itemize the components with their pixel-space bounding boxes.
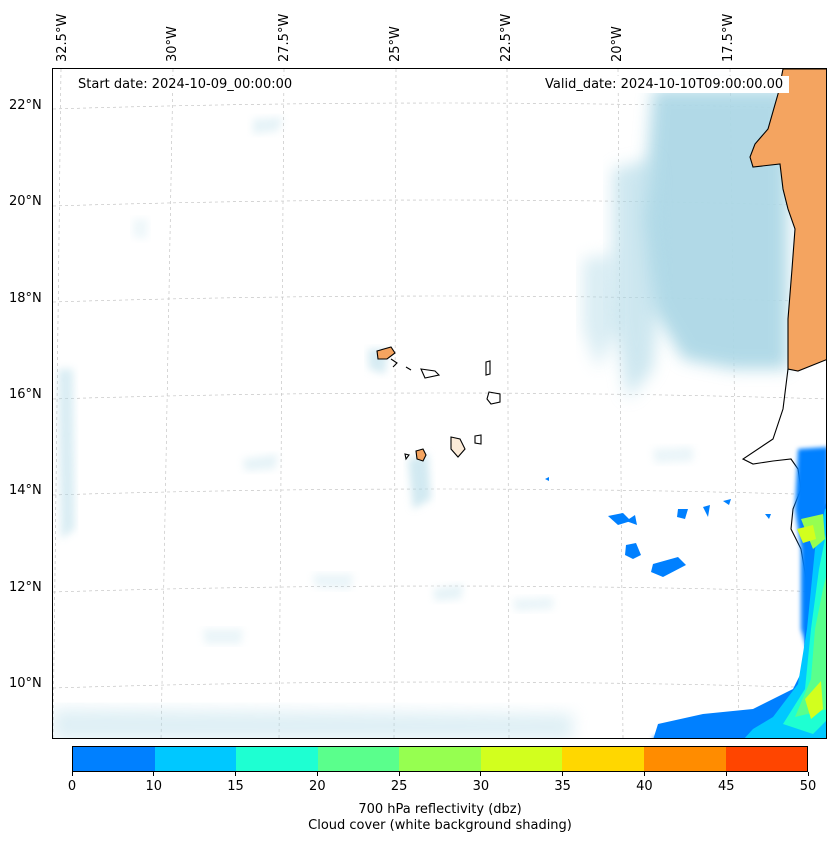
colorbar-tick-label: 45 <box>717 779 735 794</box>
colorbar-segment <box>154 747 237 771</box>
lat-label-14n: 14°N <box>9 483 42 498</box>
colorbar-tick-mark <box>235 772 237 776</box>
lon-label-27-5w: 27.5°W <box>277 13 292 62</box>
colorbar-tick-label: 25 <box>390 779 408 794</box>
colorbar-segment <box>480 747 563 771</box>
colorbar-segment <box>725 747 808 771</box>
lon-label-25w: 25°W <box>388 26 403 62</box>
reflectivity <box>545 447 826 738</box>
colorbar-tick-label: 20 <box>309 779 326 794</box>
gridlines <box>53 69 826 738</box>
african-coast <box>749 69 826 372</box>
colorbar-segment <box>562 747 644 771</box>
start-date-label: Start date: 2024-10-09_00:00:00 <box>72 76 299 93</box>
colorbar-tick-mark <box>562 772 564 776</box>
colorbar-label-cloud-cover: Cloud cover (white background shading) <box>308 818 572 833</box>
map-canvas <box>53 69 826 738</box>
lat-label-10n: 10°N <box>9 676 42 691</box>
colorbar-tick-label: 40 <box>636 779 653 794</box>
colorbar-tick-mark <box>480 772 482 776</box>
lat-label-20n: 20°N <box>9 194 42 209</box>
lon-label-20w: 20°W <box>610 26 625 62</box>
lat-label-18n: 18°N <box>9 291 42 306</box>
colorbar-tick-label: 35 <box>554 779 571 794</box>
cloud-cover <box>53 89 788 738</box>
colorbar-tick-label: 50 <box>799 779 817 794</box>
lon-label-22-5w: 22.5°W <box>499 13 514 62</box>
island-santiago <box>450 436 466 458</box>
colorbar-tick-mark <box>807 772 809 776</box>
land <box>376 69 826 462</box>
map-frame[interactable] <box>52 68 827 739</box>
colorbar-label-reflectivity: 700 hPa reflectivity (dbz) <box>358 802 522 817</box>
colorbar-tick-mark <box>153 772 155 776</box>
lon-label-32-5w: 32.5°W <box>55 13 70 62</box>
lat-label-12n: 12°N <box>9 580 42 595</box>
colorbar-tick-mark <box>398 772 400 776</box>
colorbar-segment <box>399 747 481 771</box>
colorbar-segment <box>643 747 726 771</box>
colorbar-segment <box>317 747 400 771</box>
colorbar-tick-label: 15 <box>227 779 244 794</box>
colorbar-segment <box>236 747 318 771</box>
colorbar-tick-label: 10 <box>145 779 163 794</box>
colorbar-tick-label: 30 <box>472 779 490 794</box>
island-fogo <box>415 448 427 462</box>
lon-label-17-5w: 17.5°W <box>721 13 736 62</box>
colorbar-tick-label: 0 <box>67 779 77 794</box>
colorbar-segment <box>73 747 155 771</box>
colorbar-tick-mark <box>316 772 318 776</box>
colorbar-tick-mark <box>71 772 73 776</box>
colorbar <box>72 746 808 772</box>
lat-label-16n: 16°N <box>9 387 42 402</box>
valid-date-label: Valid_date: 2024-10-10T09:00:00.00 <box>539 76 790 93</box>
coastline <box>390 358 814 670</box>
island-santo-antao <box>376 346 396 360</box>
lat-label-22n: 22°N <box>9 98 42 113</box>
colorbar-tick-mark <box>643 772 645 776</box>
colorbar-tick-mark <box>725 772 727 776</box>
lon-label-30w: 30°W <box>165 26 180 62</box>
